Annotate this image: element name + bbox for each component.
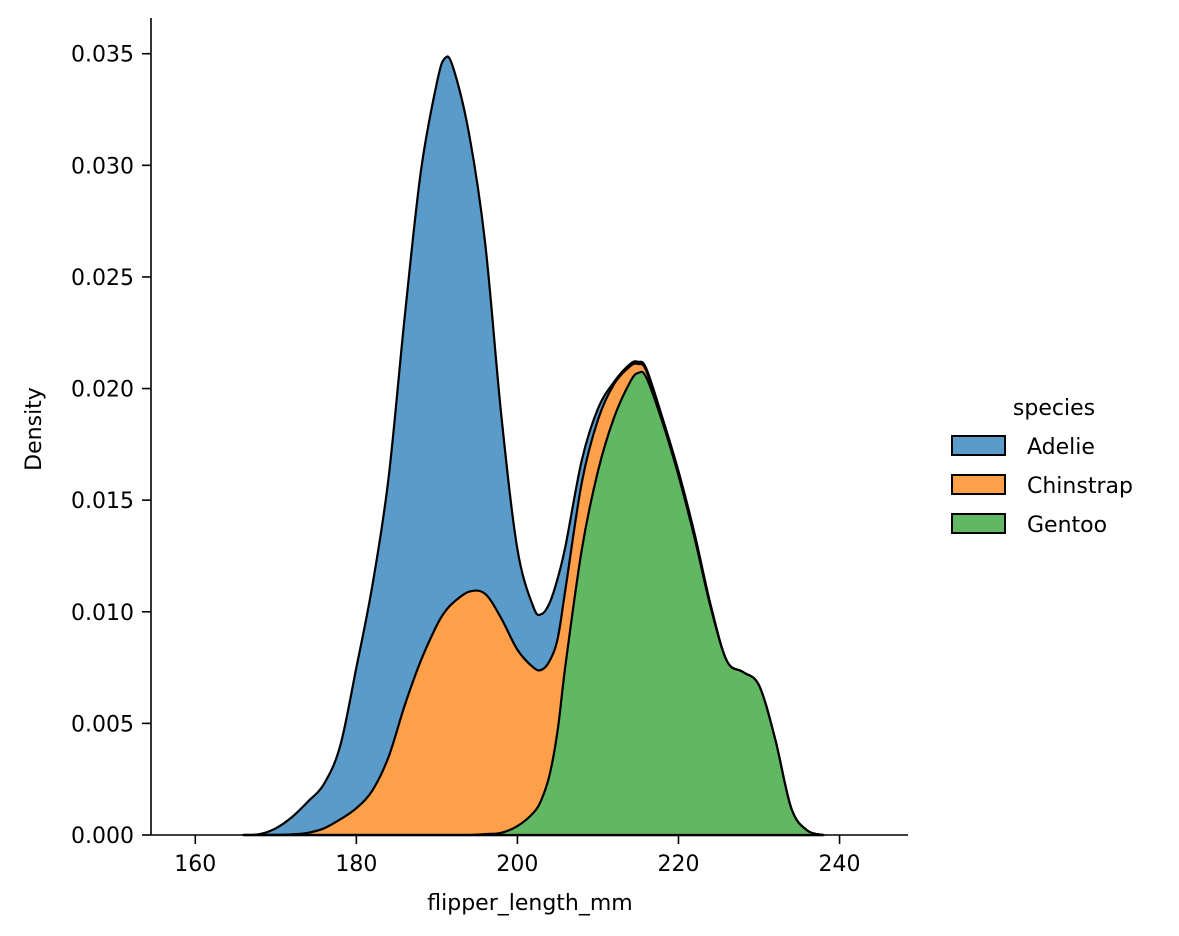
- y-tick-label: 0.020: [71, 378, 134, 403]
- x-tick-label: 200: [496, 852, 538, 877]
- y-tick-label: 0.005: [71, 712, 134, 737]
- x-tick-label: 240: [819, 852, 861, 877]
- y-tick-label: 0.010: [71, 601, 134, 626]
- y-axis-title: Density: [22, 387, 47, 471]
- x-tick-label: 160: [174, 852, 216, 877]
- legend-swatch-gentoo: [951, 513, 1006, 534]
- y-tick-label: 0.035: [71, 43, 134, 68]
- plot-area: [242, 55, 825, 837]
- y-tick-label: 0.000: [71, 824, 134, 849]
- x-axis-title: flipper_length_mm: [427, 891, 632, 916]
- legend: species Adelie Chinstrap Gentoo: [951, 396, 1133, 538]
- y-tick-label: 0.030: [71, 154, 134, 179]
- axes: 160 180 200 220 240 0.000 0.005 0.010 0.015 0.020…: [71, 18, 908, 877]
- legend-label-adelie: Adelie: [1027, 435, 1095, 460]
- legend-label-gentoo: Gentoo: [1027, 513, 1107, 538]
- legend-title: species: [1013, 396, 1095, 421]
- legend-swatch-adelie: [951, 435, 1006, 456]
- y-tick-label: 0.015: [71, 489, 134, 514]
- y-tick-label: 0.025: [71, 266, 134, 291]
- legend-swatch-chinstrap: [951, 474, 1006, 495]
- x-tick-label: 220: [657, 852, 699, 877]
- legend-label-chinstrap: Chinstrap: [1027, 474, 1133, 499]
- x-tick-label: 180: [335, 852, 377, 877]
